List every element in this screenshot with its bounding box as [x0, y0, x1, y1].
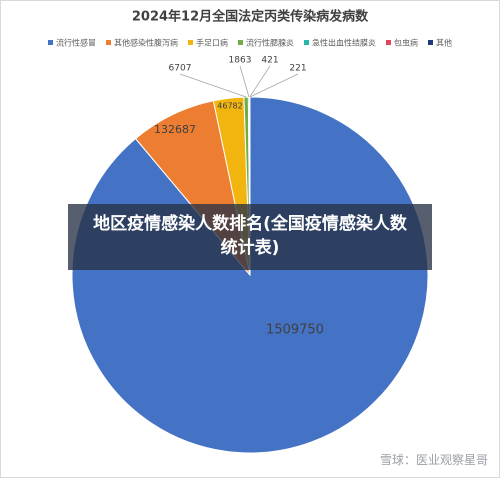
pie-slice [71, 96, 429, 454]
data-label: 1863 [229, 56, 252, 66]
data-label: 1509750 [266, 323, 324, 338]
legend-label: 其他 [436, 38, 452, 48]
watermark: 雪球：医业观察星哥 [379, 453, 488, 467]
legend-label: 流行性感冒 [56, 38, 96, 48]
leader-line [179, 73, 247, 98]
legend: 流行性感冒 其他感染性腹泻病 手足口病 流行性腮腺炎 急性出血性结膜炎 包虫病 其他 [48, 38, 452, 48]
legend-swatch [48, 40, 53, 45]
data-label: 421 [261, 56, 278, 66]
legend-swatch [386, 40, 391, 45]
leader-line [239, 65, 250, 98]
legend-label: 急性出血性结膜炎 [312, 38, 376, 48]
legend-swatch [238, 40, 243, 45]
banner: 地区疫情感染人数排名(全国疫情感染人数统计表) [68, 204, 432, 270]
legend-label: 包虫病 [394, 38, 418, 48]
legend-swatch [428, 40, 433, 45]
data-label: 46782 [217, 102, 242, 111]
leader-line [249, 73, 299, 98]
data-label: 221 [289, 64, 306, 74]
data-label: 6707 [169, 64, 192, 74]
legend-swatch [106, 40, 111, 45]
legend-label: 手足口病 [196, 38, 228, 48]
chart-title: 2024年12月全国法定丙类传染病发病数 [132, 9, 369, 25]
data-label: 132687 [154, 123, 196, 136]
legend-label: 流行性腮腺炎 [246, 38, 294, 48]
legend-swatch [304, 40, 309, 45]
legend-label: 其他感染性腹泻病 [114, 38, 178, 48]
leader-line [249, 65, 271, 98]
legend-swatch [188, 40, 193, 45]
